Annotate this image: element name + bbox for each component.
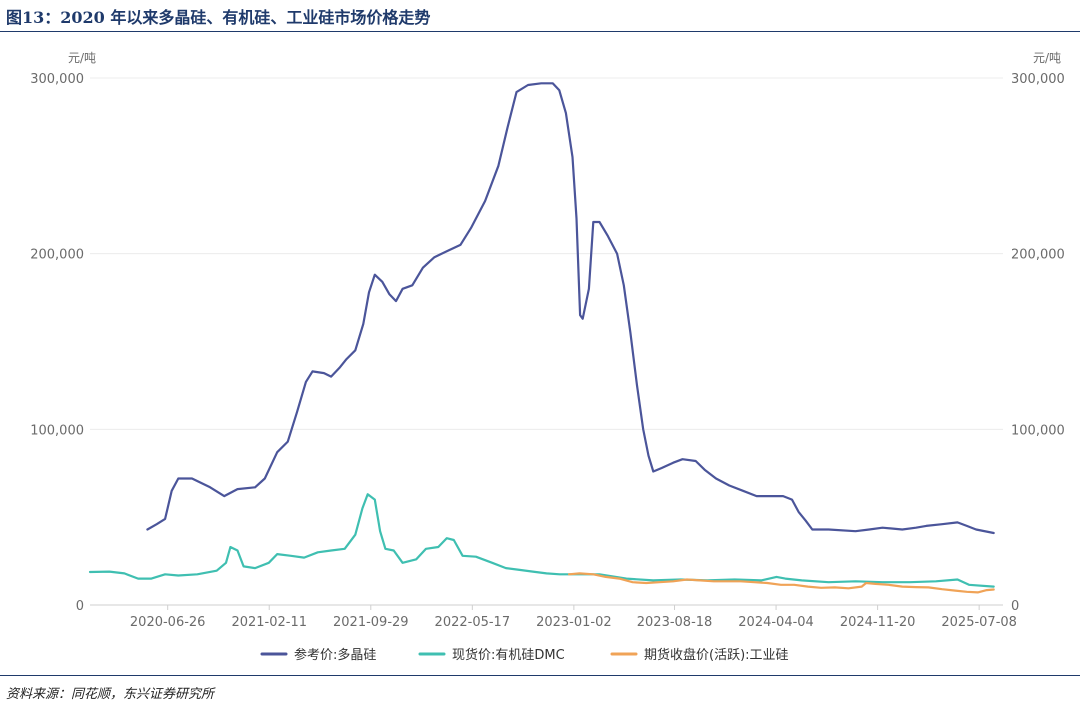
y-ticks-left: 0 100,000 200,000 300,000 [30,72,84,614]
y-tick-label-left: 300,000 [30,72,84,87]
x-tick-label: 2021-09-29 [333,615,409,630]
y-tick-label-left: 200,000 [30,248,84,263]
legend-label-2: 现货价:有机硅DMC [452,647,565,663]
x-tick-label: 2020-06-26 [130,615,206,630]
series-line-3 [567,572,995,594]
y-tick-label-right: 300,000 [1011,72,1065,87]
y-ticks-right: 0 100,000 200,000 300,000 [1011,72,1065,614]
y-unit-right: 元/吨 [1033,51,1061,65]
y-tick-label-left: 100,000 [30,423,84,438]
x-tick-label: 2023-08-18 [637,615,713,630]
legend-label-1: 参考价:多晶硅 [294,647,376,663]
x-tick-label: 2024-11-20 [840,615,916,630]
y-tick-label-right: 0 [1011,599,1019,614]
x-ticks: 2020-06-26 2021-02-11 2021-09-29 2022-05-17… [130,605,1017,630]
y-unit-left: 元/吨 [68,51,96,65]
x-tick-label: 2021-02-11 [231,615,307,630]
legend: 参考价:多晶硅 现货价:有机硅DMC 期货收盘价(活跃):工业硅 [260,647,789,663]
header-rule [0,31,1080,32]
series-line-2 [88,493,995,588]
figure-title: 图13：2020 年以来多晶硅、有机硅、工业硅市场价格走势 [6,8,431,27]
legend-label-3: 期货收盘价(活跃):工业硅 [644,647,789,663]
y-tick-label-right: 100,000 [1011,423,1065,438]
x-tick-label: 2025-07-08 [941,615,1017,630]
y-tick-label-right: 200,000 [1011,248,1065,263]
x-tick-label: 2024-04-04 [738,615,814,630]
x-tick-label: 2023-01-02 [536,615,612,630]
price-chart: 元/吨 元/吨 0 100,000 200,000 300,000 0 100,000 2… [30,51,1065,663]
grid-lines [90,77,1003,430]
series-line-1 [146,82,995,535]
source-note: 资料来源：同花顺，东兴证券研究所 [6,687,215,702]
y-tick-label-left: 0 [76,599,84,614]
x-tick-label: 2022-05-17 [435,615,511,630]
series-lines [88,82,995,594]
axes: 元/吨 元/吨 [68,51,1061,606]
footer-rule [0,675,1080,676]
